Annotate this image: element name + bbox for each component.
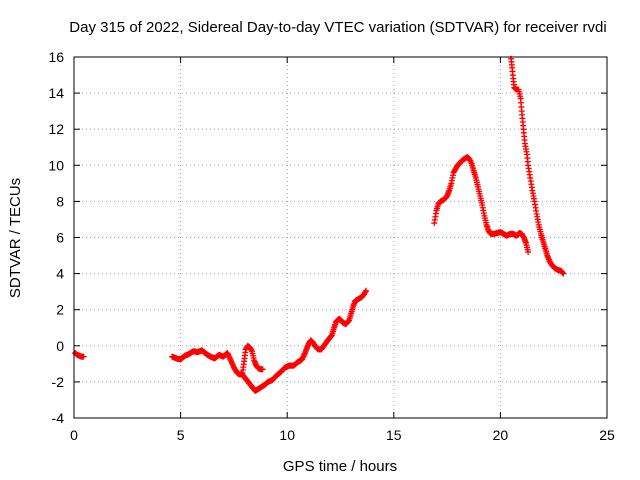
x-tick-label: 20 [493,427,509,443]
x-tick-labels: 0 5 10 15 20 25 [70,427,615,443]
x-tick-label: 0 [70,427,78,443]
y-tick-label: -4 [52,410,65,426]
y-tick-label: 6 [56,230,64,246]
data-point [559,269,566,276]
grid-lines [74,57,607,418]
y-tick-label: 2 [56,302,64,318]
data-points [72,55,567,394]
y-tick-label: 4 [56,266,64,282]
data-point [248,347,255,354]
axis-ticks [73,56,608,419]
data-point [363,287,370,294]
y-tick-labels: -4 -2 0 2 4 6 8 10 12 14 16 [48,49,64,426]
data-point [560,270,567,277]
y-tick-label: 16 [48,49,64,65]
chart-title: Day 315 of 2022, Sidereal Day-to-day VTE… [69,19,606,36]
y-tick-label: 10 [48,157,64,173]
data-point [259,366,266,373]
x-axis-label: GPS time / hours [283,458,397,475]
x-tick-label: 10 [279,427,295,443]
x-tick-label: 5 [177,427,185,443]
data-point [80,353,87,360]
data-point [362,288,369,295]
y-tick-label: -2 [52,374,65,390]
y-tick-label: 14 [48,85,64,101]
plot-frame [73,56,608,419]
y-tick-label: 12 [48,121,64,137]
x-tick-label: 25 [599,427,615,443]
y-axis-label: SDTVAR / TECUs [7,178,24,298]
data-point [525,248,532,255]
y-tick-label: 0 [56,338,64,354]
x-tick-label: 15 [386,427,402,443]
y-tick-label: 8 [56,193,64,209]
